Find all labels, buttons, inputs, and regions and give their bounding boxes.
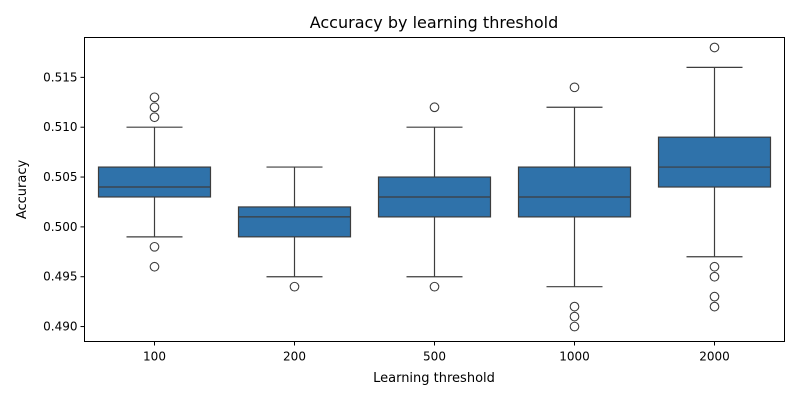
box-iqr — [97, 166, 212, 198]
outlier-point — [429, 102, 440, 113]
box-group-1000 — [517, 82, 632, 332]
outlier-point — [149, 112, 160, 123]
box-group-200 — [237, 166, 352, 292]
outlier-point — [569, 301, 580, 312]
outlier-point — [569, 82, 580, 93]
x-tick-label: 200 — [283, 350, 306, 364]
x-axis: 100 200 500 1000 2000 — [143, 341, 730, 364]
x-tick-label: 2000 — [699, 350, 730, 364]
plot-area — [97, 42, 772, 332]
outlier-point — [709, 271, 720, 282]
x-tick-label: 1000 — [559, 350, 590, 364]
x-axis-label: Learning threshold — [373, 371, 495, 386]
box-iqr — [517, 166, 632, 218]
y-axis: 0.490 0.495 0.500 0.505 0.510 0.515 — [43, 70, 85, 334]
box-iqr — [657, 136, 772, 188]
x-tick-label: 500 — [423, 350, 446, 364]
outlier-point — [709, 301, 720, 312]
outlier-point — [709, 261, 720, 272]
y-tick-label: 0.500 — [43, 220, 77, 234]
outlier-point — [569, 311, 580, 322]
outlier-point — [149, 261, 160, 272]
outlier-point — [149, 92, 160, 103]
y-axis-label: Accuracy — [15, 160, 30, 220]
outlier-point — [289, 281, 300, 292]
chart-title: Accuracy by learning threshold — [310, 13, 559, 32]
y-tick-label: 0.505 — [43, 170, 77, 184]
box-iqr — [237, 206, 352, 238]
outlier-point — [709, 42, 720, 53]
outlier-point — [429, 281, 440, 292]
outlier-point — [149, 241, 160, 252]
box-group-500 — [377, 102, 492, 292]
outlier-point — [149, 102, 160, 113]
box-group-100 — [97, 92, 212, 272]
y-tick-label: 0.495 — [43, 270, 77, 284]
outlier-point — [709, 291, 720, 302]
x-tick-label: 100 — [143, 350, 166, 364]
y-tick-label: 0.490 — [43, 320, 77, 334]
box-group-2000 — [657, 42, 772, 312]
y-tick-label: 0.510 — [43, 120, 77, 134]
y-tick-label: 0.515 — [43, 70, 77, 84]
outlier-point — [569, 321, 580, 332]
